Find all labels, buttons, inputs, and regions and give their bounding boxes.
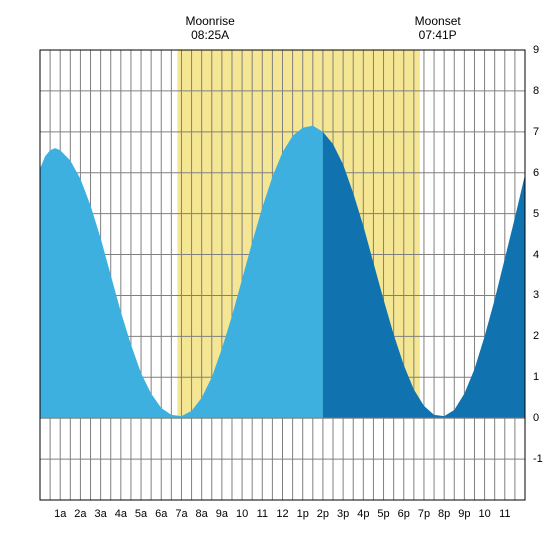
y-tick-label: 0: [533, 412, 539, 424]
x-tick-label: 2p: [317, 508, 329, 520]
x-tick-label: 6p: [398, 508, 410, 520]
moonset-time: 07:41P: [415, 28, 461, 42]
x-tick-label: 3p: [337, 508, 349, 520]
y-tick-label: 6: [533, 167, 539, 179]
y-tick-label: 9: [533, 44, 539, 56]
y-tick-label: 4: [533, 249, 539, 261]
x-tick-label: 5a: [135, 508, 147, 520]
moonrise-annotation: Moonrise08:25A: [185, 14, 234, 43]
moonset-annotation: Moonset07:41P: [415, 14, 461, 43]
x-tick-label: 4a: [115, 508, 127, 520]
x-tick-label: 2a: [74, 508, 86, 520]
x-tick-label: 8a: [196, 508, 208, 520]
moonrise-title: Moonrise: [185, 14, 234, 28]
x-tick-label: 8p: [438, 508, 450, 520]
x-tick-label: 5p: [377, 508, 389, 520]
x-tick-label: 10: [236, 508, 248, 520]
y-tick-label: 7: [533, 126, 539, 138]
y-tick-label: 8: [533, 85, 539, 97]
x-tick-label: 9a: [216, 508, 228, 520]
x-tick-label: 11: [499, 508, 510, 520]
y-tick-label: 5: [533, 208, 539, 220]
moonset-title: Moonset: [415, 14, 461, 28]
x-tick-label: 9p: [458, 508, 470, 520]
y-tick-label: 1: [533, 371, 539, 383]
x-tick-label: 1p: [297, 508, 309, 520]
x-tick-label: 12: [276, 508, 288, 520]
x-tick-label: 11: [257, 508, 268, 520]
chart-svg: [0, 0, 550, 550]
x-tick-label: 6a: [155, 508, 167, 520]
x-tick-label: 3a: [95, 508, 107, 520]
y-tick-label: -1: [533, 453, 543, 465]
tide-chart: 1a2a3a4a5a6a7a8a9a1011121p2p3p4p5p6p7p8p…: [0, 0, 550, 550]
x-tick-label: 7p: [418, 508, 430, 520]
y-tick-label: 3: [533, 289, 539, 301]
x-tick-label: 1a: [54, 508, 66, 520]
moonrise-time: 08:25A: [185, 28, 234, 42]
x-tick-label: 7a: [175, 508, 187, 520]
y-tick-label: 2: [533, 330, 539, 342]
x-tick-label: 4p: [357, 508, 369, 520]
x-tick-label: 10: [478, 508, 490, 520]
